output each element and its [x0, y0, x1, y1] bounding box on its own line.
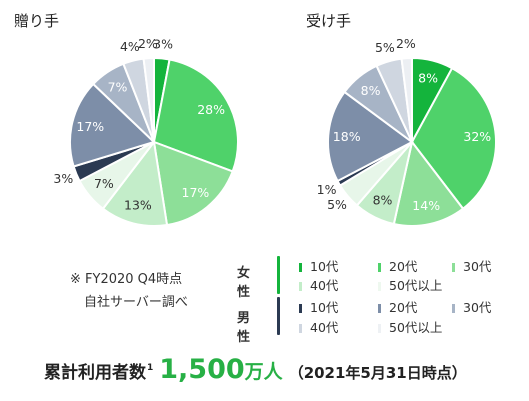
legend-swatch: [452, 263, 455, 272]
receiver-slice-label-6: 18%: [333, 129, 361, 144]
giver-slice-label-8: 4%: [120, 39, 140, 54]
giver-slice-label-9: 2%: [138, 36, 158, 51]
legend-swatch: [452, 304, 455, 313]
receiver-slice-label-4: 5%: [327, 197, 347, 212]
legend-label: 20代: [389, 300, 418, 315]
receiver-slice-1: [410, 66, 497, 211]
legend-label: 10代: [310, 300, 339, 315]
legend-swatch: [378, 282, 381, 291]
legend-item: 20代: [378, 256, 417, 275]
legend-item: 10代: [299, 256, 338, 275]
legend-item: 40代: [299, 275, 338, 294]
pie-chart-giver: 3% 28% 17% 13% 7% 3% 17% 7% 4%2%: [53, 36, 239, 227]
legend-label: 40代: [310, 320, 339, 335]
legend-swatch: [299, 263, 302, 272]
receiver-slice-9: [400, 56, 413, 143]
legend-label: 10代: [310, 259, 339, 274]
giver-slice-label-1: 28%: [197, 102, 225, 117]
legend-swatch: [378, 324, 381, 333]
giver-slice-3: [101, 139, 169, 227]
receiver-slice-label-0: 8%: [418, 71, 438, 86]
footnote-marker: 1: [147, 363, 154, 373]
legend-item: 50代以上: [378, 317, 442, 336]
legend-item: 30代: [452, 256, 491, 275]
legend-item: 20代: [378, 297, 417, 316]
legend-swatch: [299, 282, 302, 291]
legend-label: 30代: [463, 300, 492, 315]
data-source-note: ※ FY2020 Q4時点 自社サーバー調べ: [70, 268, 188, 314]
pie-title-receiver: 受け手: [306, 12, 352, 30]
receiver-slice-label-1: 32%: [463, 129, 491, 144]
note-line-1: ※ FY2020 Q4時点: [70, 272, 183, 287]
giver-slice-1: [152, 58, 239, 173]
giver-slice-label-3: 13%: [124, 198, 152, 213]
as-of-date: （2021年5月31日時点）: [288, 364, 467, 382]
giver-slice-label-6: 17%: [76, 119, 104, 134]
legend-swatch: [299, 324, 302, 333]
receiver-slice-label-9: 2%: [396, 36, 416, 51]
legend-swatch: [378, 263, 381, 272]
pie-title-giver: 贈り手: [14, 12, 60, 30]
pie-chart-receiver: 8%32%14%8%5%1%18%8%5% 2%: [317, 36, 497, 227]
receiver-slice-label-5: 1%: [317, 182, 337, 197]
giver-slice-label-4: 7%: [94, 176, 114, 191]
legend-label: 30代: [463, 259, 492, 274]
receiver-slice-2: [392, 139, 465, 227]
giver-slice-label-5: 3%: [53, 171, 73, 186]
legend-swatch: [378, 304, 381, 313]
legend-label: 50代以上: [389, 320, 443, 335]
legend-label: 40代: [310, 278, 339, 293]
legend-item: 10代: [299, 297, 338, 316]
legend-group-label: 女性: [237, 266, 251, 300]
receiver-slice-label-2: 14%: [412, 198, 440, 213]
total-users-footer: 累計利用者数1 1,500万人 （2021年5月31日時点）: [44, 354, 467, 385]
receiver-slice-label-3: 8%: [373, 193, 393, 208]
legend-label: 20代: [389, 259, 418, 274]
receiver-slice-label-7: 8%: [361, 83, 381, 98]
legend-swatch: [299, 304, 302, 313]
legend-group-bar: [277, 256, 280, 294]
giver-slice-9: [142, 56, 155, 143]
total-users-unit: 万人: [244, 361, 283, 383]
receiver-slice-6: [327, 90, 414, 183]
giver-slice-2: [152, 140, 234, 227]
giver-slice-6: [69, 82, 156, 168]
total-users-label: 累計利用者数: [44, 363, 146, 383]
legend-group-label: 男性: [237, 311, 251, 345]
giver-slice-label-7: 7%: [108, 80, 128, 95]
legend-item: 50代以上: [378, 275, 442, 294]
total-users-number: 1,500: [159, 354, 245, 385]
giver-slice-label-2: 17%: [182, 185, 210, 200]
legend-group-bar: [277, 297, 280, 335]
legend-label: 50代以上: [389, 278, 443, 293]
legend-item: 40代: [299, 317, 338, 336]
giver-slice-label-0: 3%: [153, 36, 173, 51]
receiver-slice-label-8: 5%: [375, 40, 395, 55]
note-line-2: 自社サーバー調べ: [84, 295, 188, 310]
legend-item: 30代: [452, 297, 491, 316]
